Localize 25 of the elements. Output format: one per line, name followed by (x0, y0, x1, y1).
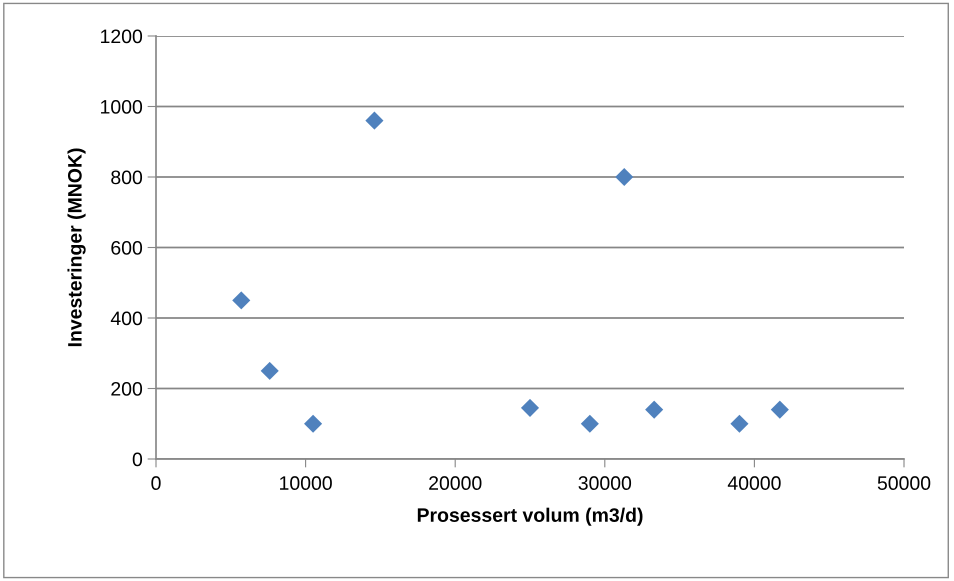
y-tick-label: 400 (110, 311, 142, 326)
point (730, 414, 748, 433)
y-tick-label: 1200 (101, 29, 142, 44)
point (304, 414, 322, 433)
y-tick-label: 0 (132, 452, 142, 466)
point (232, 291, 250, 310)
point (365, 112, 384, 130)
y-tick-label: 200 (111, 382, 142, 396)
y-axis-title: Investeringer (MNOK) (67, 148, 86, 346)
x-tick-label: 40000 (728, 476, 781, 490)
point (770, 400, 789, 419)
x-tick-label: 30000 (578, 476, 632, 490)
point (615, 168, 634, 186)
x-tick-label: 20000 (429, 476, 482, 490)
x-tick-label: 0 (151, 476, 161, 490)
point (645, 400, 664, 419)
point (260, 362, 279, 380)
y-tick-label: 600 (111, 240, 142, 255)
x-axis-title: Prosessert volum (m3/d) (418, 508, 642, 526)
point (520, 398, 540, 417)
point (580, 414, 599, 433)
x-tick-label: 50000 (878, 476, 930, 490)
y-tick-label: 800 (111, 170, 142, 184)
y-tick-label: 1000 (101, 100, 142, 114)
x-tick-label: 10000 (280, 476, 332, 490)
